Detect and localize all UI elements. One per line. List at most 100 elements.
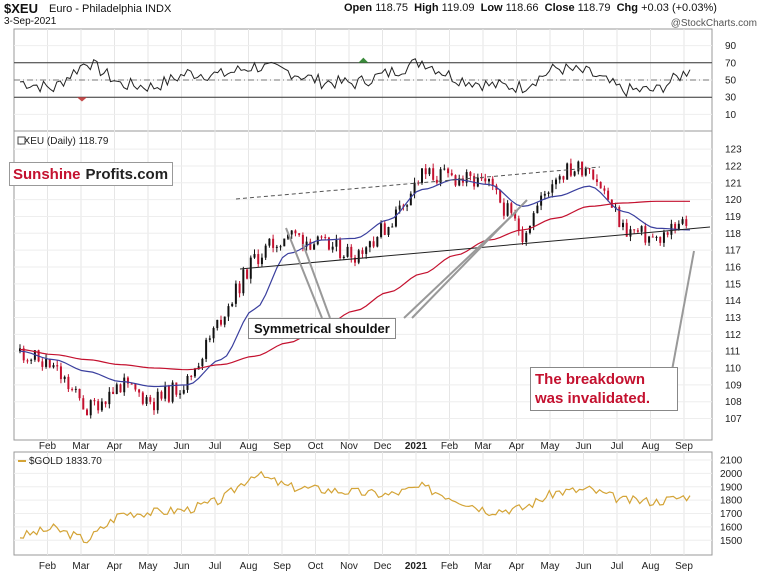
price-bar-body xyxy=(63,376,66,380)
price-bar-body xyxy=(443,168,446,170)
price-bar-body xyxy=(636,230,639,232)
price-y-tick-label: 122 xyxy=(725,161,742,172)
price-bar-body xyxy=(357,250,360,263)
gold-x-tick-label: Apr xyxy=(509,561,525,572)
price-bar-body xyxy=(685,219,688,226)
brand-part2: Profits.com xyxy=(85,165,169,183)
price-x-tick-label: Feb xyxy=(441,441,459,452)
gold-series-label: $GOLD 1833.70 xyxy=(29,456,102,467)
high-value: 119.09 xyxy=(441,2,475,14)
price-bar-body xyxy=(551,184,554,193)
neckline xyxy=(239,226,711,270)
price-bar-body xyxy=(514,212,517,219)
gold-x-tick-label: Aug xyxy=(642,561,660,572)
price-bar-body xyxy=(555,179,557,185)
price-bar-body xyxy=(30,359,33,361)
price-bar-body xyxy=(625,222,628,237)
price-y-tick-label: 114 xyxy=(725,296,741,307)
price-bar-body xyxy=(465,172,468,183)
price-y-tick-label: 115 xyxy=(725,279,741,290)
price-y-tick-label: 109 xyxy=(725,380,742,391)
price-bar-body xyxy=(119,384,122,393)
price-bar-body xyxy=(409,193,412,206)
price-bar-body xyxy=(242,269,245,294)
price-x-tick-label: Sep xyxy=(273,441,291,452)
price-bar-body xyxy=(324,236,327,238)
sma200-line xyxy=(19,200,690,371)
price-bar-body xyxy=(391,226,394,228)
price-bar-body xyxy=(138,389,141,393)
price-x-tick-label: Sep xyxy=(675,441,693,452)
price-bar-body xyxy=(220,319,222,325)
price-bar-body xyxy=(160,391,163,399)
breakdown-line2: was invalidated. xyxy=(535,390,651,407)
price-bar-body xyxy=(287,234,289,239)
price-series-label: $XEU (Daily) 118.79 xyxy=(18,136,109,147)
price-bar-body xyxy=(134,383,137,390)
gold-y-tick-label: 2000 xyxy=(720,469,743,480)
rsi-y-tick-label: 10 xyxy=(725,110,737,121)
price-bar-body xyxy=(599,182,602,189)
price-bar-body xyxy=(677,223,680,229)
price-bar-body xyxy=(681,219,684,224)
gold-x-tick-label: Feb xyxy=(441,561,459,572)
chg-label: Chg xyxy=(616,2,638,14)
price-bar-body xyxy=(313,244,316,250)
price-bar-body xyxy=(510,203,513,213)
price-bar-body xyxy=(123,377,126,393)
price-bar-body xyxy=(491,178,494,186)
price-bar-body xyxy=(394,209,397,227)
price-bar-body xyxy=(52,365,55,368)
price-bar-body xyxy=(480,177,483,179)
price-bar-body xyxy=(588,168,591,170)
price-bar-body xyxy=(547,192,550,194)
price-bar-body xyxy=(644,226,647,243)
price-bar-body xyxy=(581,161,584,176)
price-bar-body xyxy=(577,161,580,172)
price-x-tick-label: May xyxy=(139,441,158,452)
price-x-tick-label: Jul xyxy=(209,441,222,452)
price-bar-body xyxy=(268,238,271,246)
price-bar-body xyxy=(167,386,170,402)
price-bar-body xyxy=(525,232,528,243)
price-bar-body xyxy=(283,238,286,247)
price-bar-body xyxy=(171,382,174,402)
price-x-tick-label: Apr xyxy=(509,441,525,452)
price-bar-body xyxy=(201,358,204,367)
price-bar-body xyxy=(179,393,182,395)
brand-logo[interactable]: Sunshine Profits.com xyxy=(9,162,173,186)
price-bar-body xyxy=(502,202,505,216)
price-bar-body xyxy=(272,238,275,248)
price-bar-body xyxy=(327,237,330,250)
price-bar-body xyxy=(484,178,487,182)
price-bar-body xyxy=(301,234,304,247)
price-bar-body xyxy=(190,375,193,377)
price-bar-body xyxy=(141,392,144,404)
price-bar-body xyxy=(421,168,423,183)
ohlc-readout: Open 118.75 High 119.09 Low 118.66 Close… xyxy=(344,2,717,14)
gold-y-tick-label: 2100 xyxy=(720,456,743,467)
price-bar-body xyxy=(331,246,334,250)
price-bar-body xyxy=(435,179,438,183)
price-bar-body xyxy=(156,391,159,411)
price-bar-body xyxy=(41,361,44,367)
price-bar-body xyxy=(566,163,569,180)
gold-x-tick-label: 2021 xyxy=(405,561,428,572)
price-bar-body xyxy=(212,328,215,339)
price-bar-body xyxy=(648,236,651,243)
price-x-tick-label: Jun xyxy=(173,441,189,452)
sma50-line xyxy=(19,178,691,388)
price-x-tick-label: Apr xyxy=(107,441,123,452)
price-bar-body xyxy=(499,189,502,203)
gold-y-tick-label: 1800 xyxy=(720,496,743,507)
price-bar-body xyxy=(153,401,155,411)
price-bar-body xyxy=(275,246,278,248)
price-x-tick-label: Dec xyxy=(374,441,392,452)
price-bar-body xyxy=(86,409,88,416)
price-y-tick-label: 111 xyxy=(725,347,741,358)
price-bar-body xyxy=(521,230,524,243)
price-bar-body xyxy=(536,205,539,214)
gold-x-tick-label: Jul xyxy=(209,561,222,572)
price-bar-body xyxy=(260,257,263,265)
